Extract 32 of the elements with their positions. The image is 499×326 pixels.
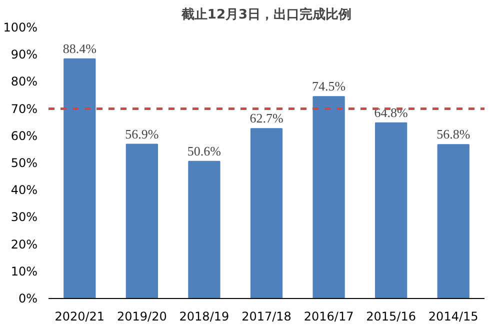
bar: [437, 144, 470, 298]
x-tick-label: 2018/19: [179, 310, 230, 324]
x-tick-label: 2017/18: [242, 310, 292, 324]
data-label: 50.6%: [187, 143, 222, 158]
y-tick-label: 50%: [10, 156, 38, 170]
bar: [312, 96, 345, 298]
x-tick-label: 2016/17: [304, 310, 354, 324]
bar: [126, 144, 158, 298]
y-tick-label: 80%: [10, 74, 38, 89]
y-tick-label: 10%: [10, 264, 38, 278]
data-label: 62.7%: [250, 110, 284, 126]
x-tick-label: 2020/21: [54, 310, 105, 324]
x-tick-label: 2019/20: [117, 310, 167, 324]
data-label: 74.5%: [312, 78, 346, 94]
bar: [375, 122, 408, 298]
data-label: 56.8%: [436, 126, 470, 142]
y-tick-label: 20%: [10, 237, 38, 252]
x-tick-label: 2014/15: [428, 310, 478, 324]
bar: [250, 128, 283, 298]
y-tick-label: 100%: [3, 20, 38, 34]
y-tick-label: 60%: [10, 128, 38, 143]
y-tick-label: 40%: [10, 183, 38, 198]
data-label: 88.4%: [62, 40, 97, 56]
bar: [188, 160, 220, 298]
y-tick-label: 30%: [10, 210, 38, 224]
data-label: 56.9%: [125, 126, 159, 142]
y-tick-label: 0%: [18, 292, 38, 306]
y-tick-label: 70%: [10, 102, 38, 116]
chart-title: 截止12月3日，出口完成比例: [180, 6, 352, 22]
x-tick-label: 2015/16: [366, 310, 416, 324]
y-tick-label: 90%: [10, 48, 38, 62]
bar: [64, 58, 96, 298]
